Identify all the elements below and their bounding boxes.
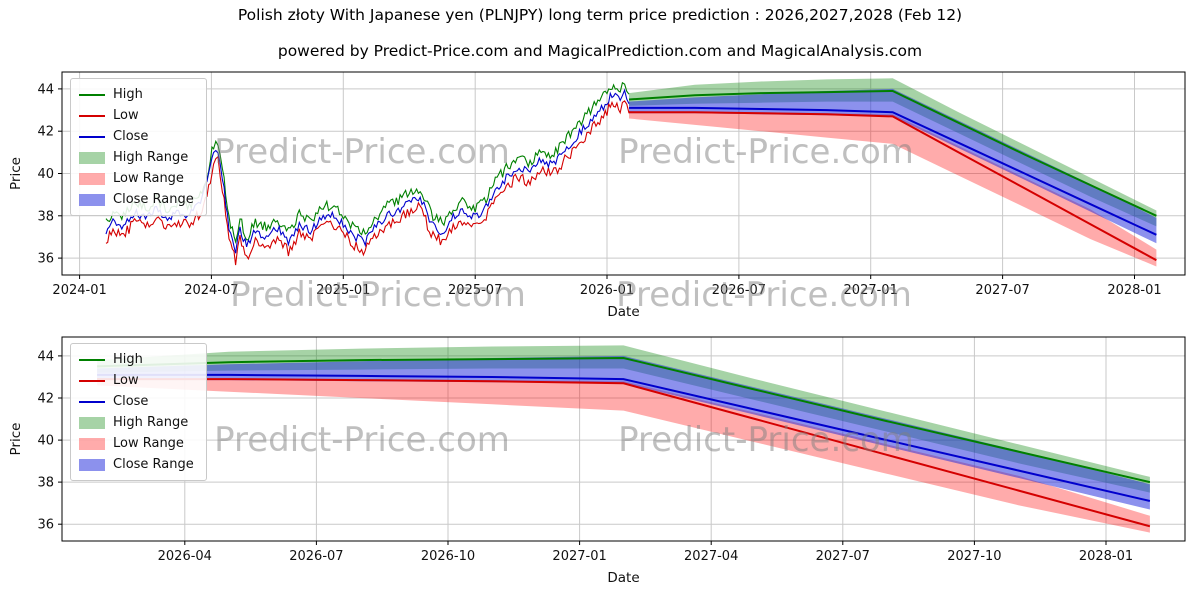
legend-label: Close Range xyxy=(113,457,194,472)
close-swatch xyxy=(79,400,105,403)
legend-label: Close xyxy=(113,129,149,144)
y-tick-label: 44 xyxy=(37,349,54,364)
forecast-high-line xyxy=(97,356,1151,484)
legend-item: High xyxy=(79,84,194,105)
x-tick-label: 2028-01 xyxy=(1107,283,1161,298)
low-range-swatch xyxy=(79,437,105,450)
legend-item: Close Range xyxy=(79,189,194,210)
x-tick-label: 2027-01 xyxy=(844,283,898,298)
x-tick-label: 2025-07 xyxy=(448,283,502,298)
high-range-swatch xyxy=(79,416,105,429)
legend-item: High xyxy=(79,349,194,370)
legend-item: Close Range xyxy=(79,454,194,475)
x-tick-label: 2027-10 xyxy=(947,549,1001,564)
low-swatch xyxy=(79,114,105,117)
x-tick-label: 2027-07 xyxy=(816,549,870,564)
y-tick-label: 42 xyxy=(37,125,54,140)
legend-label: Close Range xyxy=(113,192,194,207)
x-tick-label: 2026-10 xyxy=(421,549,475,564)
legend-label: High Range xyxy=(113,150,189,165)
low-range-swatch xyxy=(79,172,105,185)
chart-legend: High Low Close High Range Low Range Close Ran… xyxy=(70,343,207,481)
x-tick-label: 2026-01 xyxy=(580,283,634,298)
high-range-swatch xyxy=(79,151,105,164)
legend-item: Close xyxy=(79,391,194,412)
legend-label: Low Range xyxy=(113,436,184,451)
y-tick-label: 36 xyxy=(37,518,54,533)
y-tick-label: 40 xyxy=(37,167,54,182)
legend-label: Low Range xyxy=(113,171,184,186)
y-tick-label: 38 xyxy=(37,209,54,224)
forecast-high-line xyxy=(628,89,1157,217)
figure-title: Polish złoty With Japanese yen (PLNJPY) … xyxy=(237,6,963,24)
y-axis-label: Price xyxy=(8,157,24,190)
x-tick-label: 2027-01 xyxy=(552,549,606,564)
x-tick-label: 2027-07 xyxy=(975,283,1029,298)
high-swatch xyxy=(79,358,105,361)
legend-item: Low xyxy=(79,370,194,391)
x-tick-label: 2028-01 xyxy=(1079,549,1133,564)
y-tick-label: 38 xyxy=(37,476,54,491)
y-tick-label: 42 xyxy=(37,392,54,407)
y-tick-label: 40 xyxy=(37,434,54,449)
low-range-band xyxy=(97,378,1150,533)
x-tick-label: 2024-07 xyxy=(184,283,238,298)
figure-subtitle: powered by Predict-Price.com and Magical… xyxy=(277,42,923,60)
close-range-swatch xyxy=(79,193,105,206)
legend-item: Low Range xyxy=(79,433,194,454)
chart-forecast-detail: 2026-04 2026-07 2026-10 2027-01 2027-04 2027-… xyxy=(0,325,1200,595)
low-swatch xyxy=(79,379,105,382)
legend-label: High Range xyxy=(113,415,189,430)
legend-label: Close xyxy=(113,394,149,409)
legend-item: High Range xyxy=(79,147,194,168)
x-tick-label: 2026-07 xyxy=(712,283,766,298)
legend-label: High xyxy=(113,352,143,367)
forecast-close-line xyxy=(97,373,1151,502)
forecast-low-line xyxy=(97,378,1151,528)
historical-low-line xyxy=(105,100,630,266)
legend-label: Low xyxy=(113,108,139,123)
x-axis-label: Date xyxy=(607,304,639,320)
x-tick-label: 2027-04 xyxy=(684,549,738,564)
forecast-close-line xyxy=(629,106,1157,236)
high-range-band xyxy=(629,78,1157,227)
chart-history-and-forecast: 2024-01 2024-07 2025-01 2025-07 2026-01 2026-… xyxy=(0,60,1200,325)
plot-border xyxy=(61,336,1186,542)
y-tick-label: 36 xyxy=(37,252,54,267)
close-range-swatch xyxy=(79,458,105,471)
x-tick-label: 2025-01 xyxy=(316,283,370,298)
low-range-band xyxy=(629,111,1157,267)
legend-item: Low xyxy=(79,105,194,126)
legend-item: Low Range xyxy=(79,168,194,189)
legend-item: High Range xyxy=(79,412,194,433)
y-axis-label: Price xyxy=(8,423,24,456)
x-tick-label: 2026-07 xyxy=(289,549,343,564)
y-tick-label: 44 xyxy=(37,82,54,97)
x-axis-label: Date xyxy=(607,570,639,586)
legend-item: Close xyxy=(79,126,194,147)
forecast-low-line xyxy=(629,111,1157,262)
x-tick-label: 2026-04 xyxy=(158,549,212,564)
x-tick-label: 2024-01 xyxy=(52,283,106,298)
high-swatch xyxy=(79,93,105,96)
legend-label: Low xyxy=(113,373,139,388)
legend-label: High xyxy=(113,87,143,102)
close-swatch xyxy=(79,135,105,138)
chart-legend: High Low Close High Range Low Range Close Ran… xyxy=(70,78,207,216)
